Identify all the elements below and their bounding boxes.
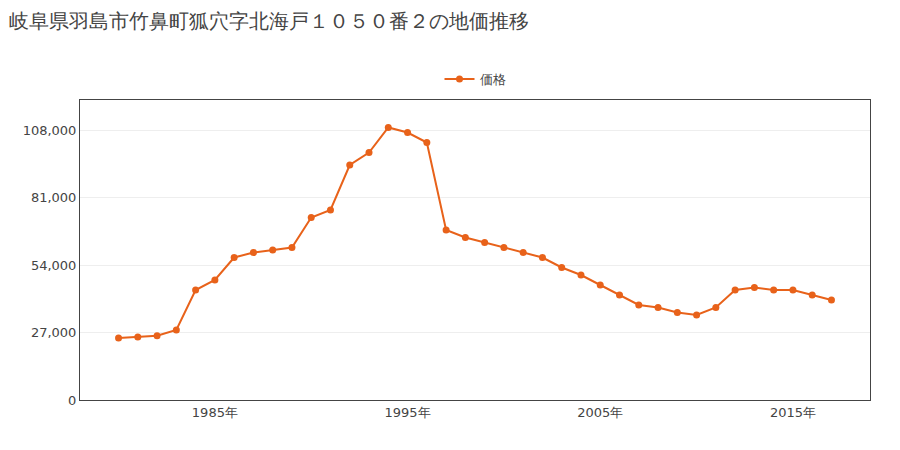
svg-text:108,000: 108,000 bbox=[23, 123, 77, 138]
svg-text:2005年: 2005年 bbox=[577, 405, 623, 420]
svg-text:岐阜県羽島市竹鼻町狐穴字北海戸１０５０番２の地価推移: 岐阜県羽島市竹鼻町狐穴字北海戸１０５０番２の地価推移 bbox=[9, 9, 529, 33]
svg-text:2015年: 2015年 bbox=[770, 405, 816, 420]
svg-text:27,000: 27,000 bbox=[31, 325, 77, 340]
svg-text:81,000: 81,000 bbox=[31, 190, 77, 205]
svg-text:0: 0 bbox=[68, 393, 76, 408]
svg-text:価格: 価格 bbox=[480, 72, 506, 87]
svg-text:1995年: 1995年 bbox=[385, 405, 431, 420]
svg-text:1985年: 1985年 bbox=[192, 405, 238, 420]
svg-text:54,000: 54,000 bbox=[31, 258, 77, 273]
